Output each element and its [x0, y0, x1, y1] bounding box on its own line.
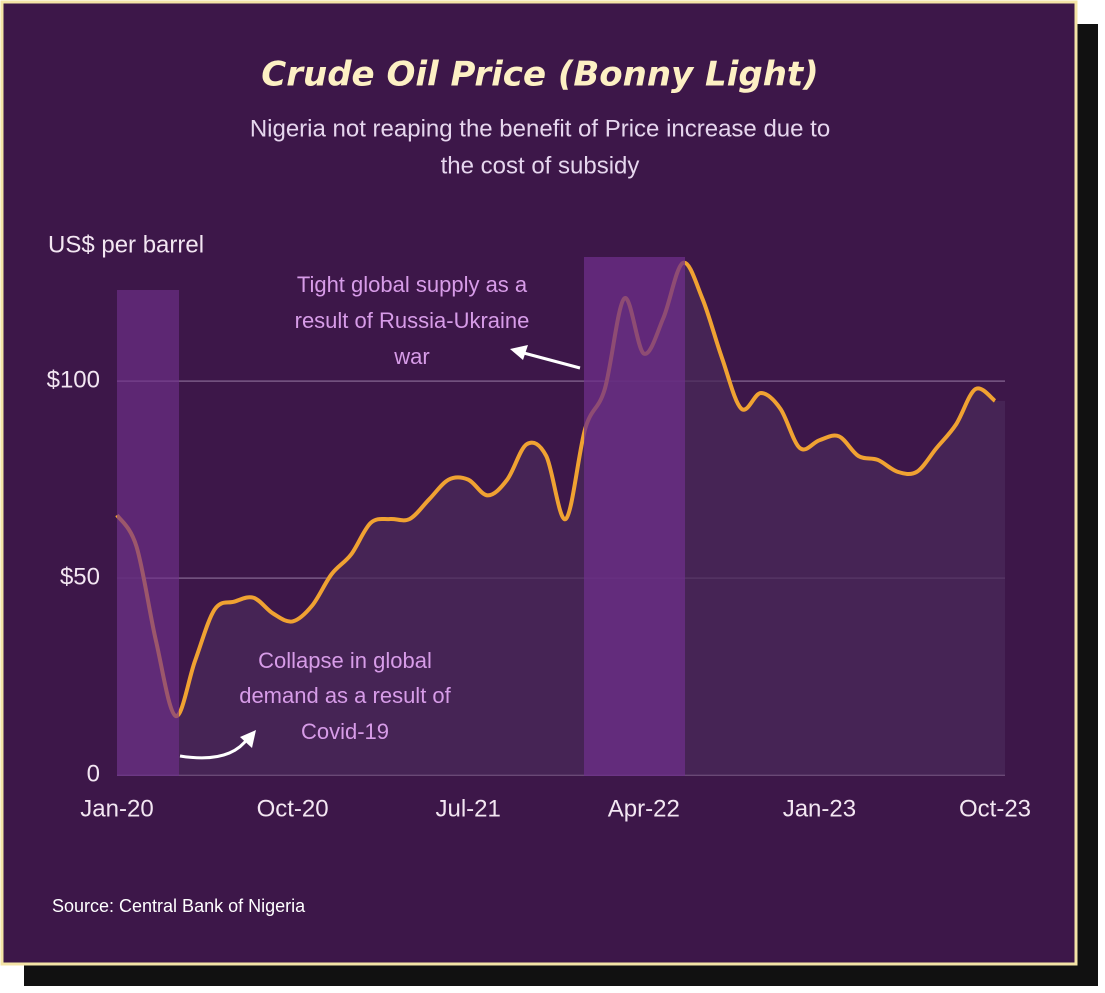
highlight-band	[584, 257, 685, 776]
x-tick-label: Apr-22	[608, 795, 680, 822]
highlight-band	[117, 290, 179, 776]
x-tick-label: Jan-23	[783, 795, 856, 822]
chart-title: Crude Oil Price (Bonny Light)	[261, 55, 818, 95]
subtitle: Nigeria not reaping the benefit of Price…	[250, 115, 830, 142]
annotation: war	[393, 344, 429, 369]
subtitle: the cost of subsidy	[441, 152, 640, 179]
price-line	[115, 260, 997, 718]
arrow-shaft	[519, 350, 581, 370]
x-tick-label: Oct-20	[257, 795, 329, 822]
annotation: Collapse in global	[258, 648, 432, 673]
source-note: Source: Central Bank of Nigeria	[52, 896, 306, 916]
arrow	[179, 350, 581, 760]
arrow-head	[240, 730, 256, 748]
x-tick-label: Jul-21	[436, 795, 501, 822]
x-tick-label: Oct-23	[959, 795, 1031, 822]
x-tick-label: Jan-20	[80, 795, 153, 822]
y-tick-label: $100	[47, 366, 100, 393]
y-tick-label: 0	[87, 760, 100, 787]
plot: 0 $50 $100 Jan-20 Oct-20 Jul-21 Apr-22 Jan-23 Oc…	[47, 260, 1031, 822]
annotation: Tight global supply as a	[297, 272, 528, 297]
arrow-shaft	[179, 737, 250, 760]
annotation: Covid-19	[301, 719, 389, 744]
y-axis-label: US$ per barrel	[48, 231, 204, 258]
y-tick-label: $50	[60, 563, 100, 590]
arrow-head	[510, 345, 528, 360]
annotation: result of Russia-Ukraine	[295, 308, 530, 333]
area-fill	[117, 262, 1005, 775]
annotation: demand as a result of	[239, 683, 451, 708]
